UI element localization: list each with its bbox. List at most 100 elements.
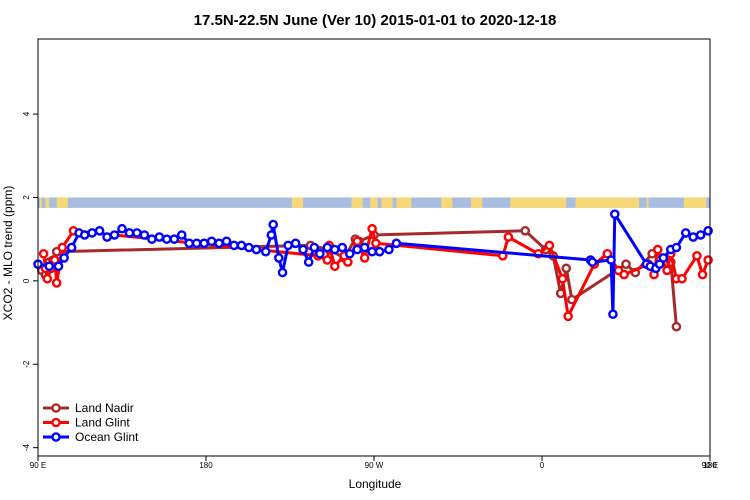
land-segment (39, 197, 42, 208)
x-axis-label: Longitude (349, 477, 402, 491)
land-segment (381, 197, 393, 208)
data-point (42, 273, 53, 284)
y-axis-label: XCO2 - MLO trend (ppm) (1, 186, 15, 321)
data-point (557, 273, 568, 284)
data-point (680, 228, 691, 238)
legend-marker (51, 403, 61, 413)
data-point (503, 232, 514, 242)
data-point (544, 240, 555, 251)
data-point (117, 223, 127, 234)
data-point (268, 219, 279, 230)
data-point (176, 230, 187, 240)
chart-title: 17.5N-22.5N June (Ver 10) 2015-01-01 to … (194, 12, 557, 29)
series-layer (33, 209, 713, 332)
data-point (343, 257, 353, 267)
data-point (59, 253, 69, 263)
data-point (298, 244, 308, 255)
data-point (374, 246, 385, 257)
land-segment (441, 197, 453, 208)
land-segment (575, 197, 640, 208)
legend-label: Land Nadir (75, 401, 134, 415)
data-point (561, 263, 572, 274)
data-point (703, 255, 713, 265)
land-segment (291, 197, 304, 208)
x-tick-label: 90 W (365, 461, 384, 470)
data-point (161, 234, 172, 244)
data-point (221, 236, 232, 247)
data-point (352, 244, 363, 255)
land-segment (45, 197, 50, 208)
data-point (94, 226, 105, 236)
data-point (147, 234, 157, 244)
land-segment (510, 197, 567, 208)
data-point (608, 309, 618, 320)
data-point (692, 251, 702, 261)
data-point (66, 242, 77, 253)
legend-label: Ocean Glint (75, 430, 139, 444)
data-point (367, 246, 377, 257)
data-point (229, 240, 239, 251)
data-point (587, 257, 598, 267)
data-point (44, 261, 55, 272)
data-point (309, 242, 320, 253)
data-point (384, 244, 394, 255)
data-point (652, 244, 663, 255)
data-point (671, 321, 682, 332)
data-point (102, 232, 112, 242)
land-segment (56, 197, 68, 208)
data-point (260, 246, 271, 257)
x-tick-label: 90 E (30, 461, 46, 470)
series-ocean-glint (33, 209, 713, 320)
data-point (290, 238, 301, 249)
land-segment (351, 197, 363, 208)
y-tick-label: 4 (22, 111, 31, 116)
data-point (244, 242, 254, 253)
land-segment (370, 197, 378, 208)
data-point (610, 209, 620, 219)
y-axis: -4 -2 0 2 4 (22, 111, 38, 451)
data-point (658, 253, 669, 263)
data-point (53, 261, 64, 272)
data-point (79, 230, 90, 240)
data-point (677, 273, 687, 284)
data-point (303, 257, 314, 267)
data-point (703, 226, 713, 236)
data-point (277, 267, 288, 278)
data-point (283, 240, 293, 251)
data-point (139, 230, 150, 240)
data-point (236, 240, 247, 251)
data-point (154, 232, 165, 242)
data-point (315, 248, 325, 259)
data-point (124, 228, 135, 238)
data-point (206, 236, 217, 247)
legend-marker (51, 432, 61, 442)
data-point (51, 278, 62, 288)
data-point (695, 230, 706, 240)
land-segment (396, 197, 412, 208)
data-point (199, 238, 209, 249)
data-point (214, 238, 224, 249)
data-point (329, 261, 340, 272)
x-tick-label: 180 (199, 461, 213, 470)
data-point (87, 228, 97, 238)
data-point (38, 248, 49, 259)
data-point (367, 223, 377, 234)
land-segment (471, 197, 483, 208)
data-point (619, 269, 629, 280)
data-point (273, 253, 284, 263)
data-point (359, 253, 370, 263)
data-point (391, 238, 402, 249)
data-point (344, 248, 355, 259)
data-point (184, 238, 194, 249)
data-point (621, 259, 631, 269)
data-point (371, 238, 381, 249)
y-tick-label: -2 (22, 360, 31, 368)
data-point (671, 242, 682, 253)
data-point (132, 228, 142, 238)
data-point (606, 255, 616, 265)
land-segment (683, 197, 707, 208)
land-segment (646, 197, 649, 208)
data-point (322, 242, 333, 253)
